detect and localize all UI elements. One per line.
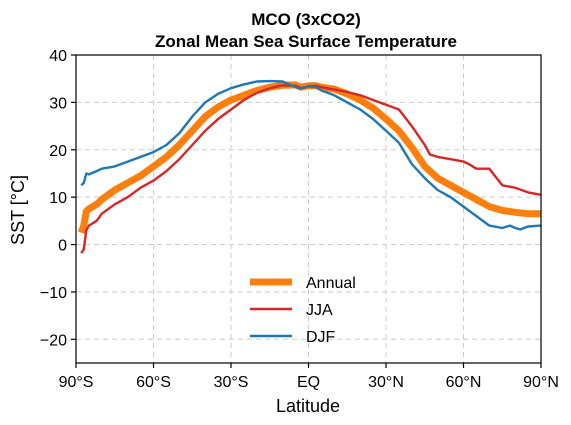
x-tick-label: 30°S <box>214 374 249 391</box>
ticks: 90°S 60°S 30°S EQ 30°N 60°N 90°N −20 −10 0 10 20 30 4… <box>40 48 559 391</box>
y-tick-label: 30 <box>49 95 67 112</box>
x-tick-label: 90°N <box>523 374 559 391</box>
y-tick-label: −20 <box>40 332 67 349</box>
legend-label: Annual <box>306 275 356 292</box>
x-tick-label: 60°S <box>136 374 171 391</box>
legend-label: JJA <box>306 302 333 319</box>
x-axis-label: Latitude <box>276 396 340 416</box>
y-tick-label: 10 <box>49 190 67 207</box>
y-tick-label: 20 <box>49 143 67 160</box>
y-tick-label: 0 <box>58 238 67 255</box>
y-tick-label: 40 <box>49 48 67 65</box>
chart-subtitle: Zonal Mean Sea Surface Temperature <box>155 32 457 51</box>
x-tick-label: 90°S <box>59 374 94 391</box>
legend-label: DJF <box>306 329 336 346</box>
y-axis-label: SST [°C] <box>8 175 28 245</box>
series-line-djf <box>80 79 542 231</box>
series-line-annual <box>77 81 541 234</box>
chart-title: MCO (3xCO2) <box>251 10 361 29</box>
x-tick-label: 30°N <box>368 374 404 391</box>
x-tick-label: EQ <box>297 374 320 391</box>
series-layer <box>77 79 542 254</box>
legend: Annual JJA DJF <box>250 275 356 346</box>
x-tick-label: 60°N <box>446 374 482 391</box>
y-tick-label: −10 <box>40 285 67 302</box>
